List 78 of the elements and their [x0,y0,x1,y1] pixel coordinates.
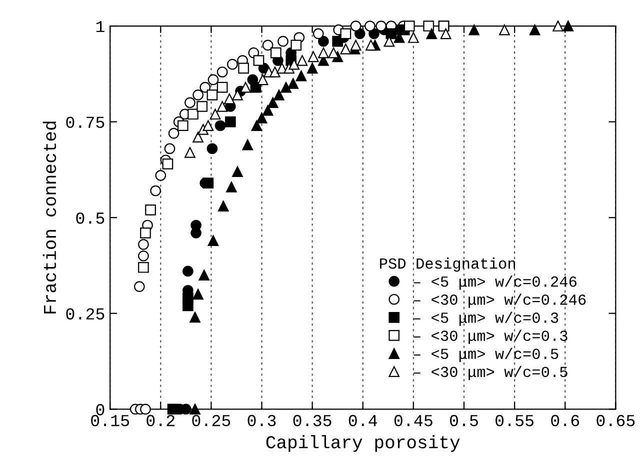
point [196,101,208,112]
point [340,28,352,40]
y-tick-label: 0.25 [66,308,104,320]
point [218,200,229,212]
y-axis-title: Fraction connected [42,122,56,314]
point [404,20,415,32]
point [306,62,318,74]
point [270,47,282,58]
x-axis-title: Capillary porosity [266,435,460,452]
x-tick-label: 0.45 [394,414,432,426]
x-tick-label: 0.4 [348,414,378,426]
point [182,292,194,304]
point [274,90,284,100]
point [190,220,202,231]
legend-label: – <5 μm> w/c=0.246 [414,276,576,290]
y-tick-label: 0 [96,404,104,416]
point [224,116,236,128]
point [162,158,174,170]
point [206,143,218,154]
x-tick-label: 0.5 [450,414,478,426]
point [350,20,362,32]
point [198,270,210,280]
x-tick-label: 0.3 [248,414,276,426]
point [202,178,214,189]
y-tick-label: 1 [96,21,104,32]
x-tick-label: 0.6 [551,414,580,426]
point [251,120,262,132]
point [226,182,237,192]
legend-label: – <30 μm> w/c=0.246 [414,294,586,308]
x-tick-label: 0.55 [496,414,534,426]
x-tick-label: 0.65 [596,414,635,426]
point [423,20,434,32]
point [177,120,188,132]
point [267,97,278,108]
point [318,36,329,47]
point [350,40,362,51]
x-tick-label: 0.2 [146,414,174,426]
point [468,24,480,36]
point [280,82,292,93]
point [354,28,366,40]
legend-label: – <5 μm> w/c=0.3 [414,312,558,326]
point [167,404,178,415]
point [190,312,200,323]
legend-label: – <5 μm> w/c=0.5 [414,348,558,362]
legend-label: – <30 μm> w/c=0.3 [414,330,568,344]
point [242,139,254,150]
point [138,262,149,273]
point [140,227,151,238]
point [256,112,268,124]
x-tick-label: 0.35 [293,414,332,426]
point [208,235,219,246]
y-tick-label: 0.75 [66,116,104,128]
point [253,55,264,66]
point [366,40,376,51]
point [529,24,540,36]
point [182,266,194,277]
point [238,62,249,74]
point [290,40,302,51]
point [364,20,376,32]
point [206,90,218,100]
legend-title: PSD Designation [380,258,516,272]
x-tick-label: 0.15 [91,414,130,426]
point [288,78,299,89]
legend-label: – <30 μm> w/c=0.5 [414,366,568,380]
point [140,404,151,415]
point [332,36,344,47]
point [190,404,200,415]
x-tick-label: 0.25 [192,414,230,426]
point [426,28,438,40]
point [232,166,243,178]
point [262,104,274,116]
point [216,82,228,93]
point [562,20,574,32]
y-tick-label: 0.5 [76,212,104,224]
point [296,70,307,82]
point [376,20,386,32]
point [192,288,204,300]
point [214,120,226,132]
